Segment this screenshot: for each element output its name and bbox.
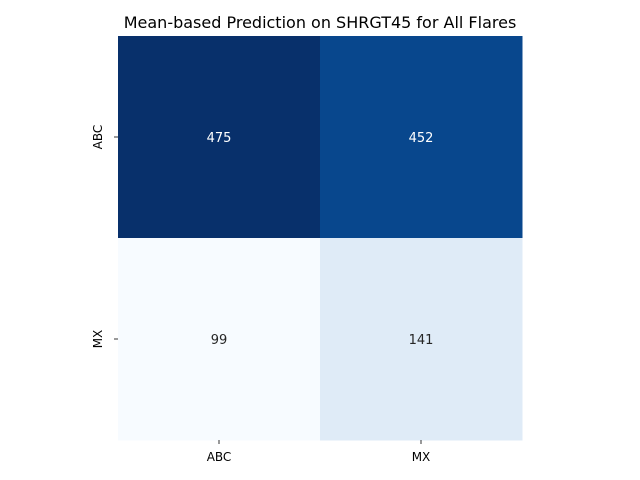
cell-value-label: 475 <box>207 131 232 146</box>
heatmap-cell-labels: 475 452 99 141 <box>207 131 434 348</box>
x-tick-label: MX <box>412 450 431 464</box>
heatmap-cells <box>118 36 523 441</box>
heatmap-cell <box>320 36 523 239</box>
cell-value-label: 141 <box>409 333 434 348</box>
y-tick-label: ABC <box>91 125 105 150</box>
chart-title: Mean-based Prediction on SHRGT45 for All… <box>124 13 517 32</box>
y-tick-label: MX <box>91 330 105 349</box>
cell-value-label: 452 <box>409 131 434 146</box>
x-tick-label: ABC <box>207 450 232 464</box>
y-axis: ABC MX <box>91 125 118 349</box>
cell-value-label: 99 <box>211 333 228 348</box>
heatmap-cell <box>118 36 321 239</box>
heatmap-cell <box>118 238 321 441</box>
heatmap-cell <box>320 238 523 441</box>
x-axis: ABC MX <box>207 440 431 464</box>
